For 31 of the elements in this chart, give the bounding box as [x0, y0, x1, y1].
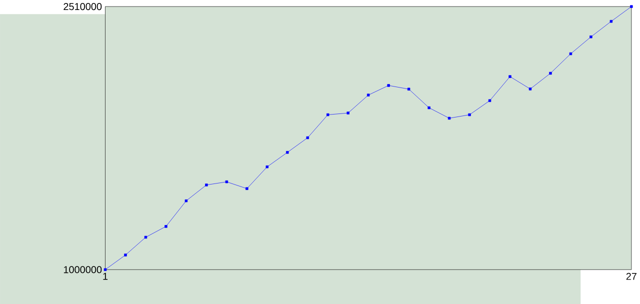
- point: [104, 268, 107, 271]
- point: [184, 199, 188, 202]
- point: [326, 113, 330, 116]
- point: [488, 99, 492, 102]
- point: [569, 52, 572, 55]
- point: [387, 84, 390, 87]
- point: [468, 113, 471, 116]
- point: [205, 183, 208, 186]
- point: [610, 20, 613, 22]
- point: [144, 236, 148, 238]
- point: [286, 150, 289, 154]
- x-tick-label: 27: [626, 272, 636, 280]
- point: [346, 111, 350, 114]
- point: [164, 224, 168, 228]
- point: [528, 87, 532, 90]
- y-tick-label: 2510000: [64, 2, 102, 10]
- point: [630, 4, 633, 8]
- point: [266, 165, 269, 168]
- point: [366, 93, 370, 96]
- point: [448, 116, 451, 120]
- point: [246, 187, 248, 190]
- point: [306, 136, 309, 139]
- point: [407, 88, 410, 90]
- x-tick-label: 1: [103, 272, 108, 280]
- point: [428, 106, 430, 109]
- y-tick-label: 1000000: [64, 266, 102, 273]
- point: [549, 72, 552, 74]
- point: [225, 180, 228, 183]
- point: [508, 74, 512, 78]
- point: [590, 35, 592, 38]
- point: [124, 253, 127, 256]
